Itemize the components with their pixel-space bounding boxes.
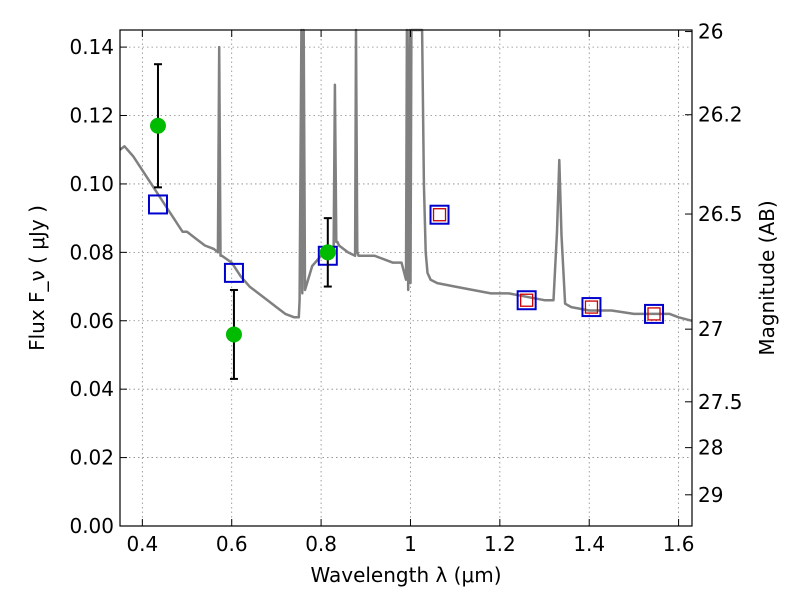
y-tick-label: 0.10 <box>69 172 114 196</box>
right-tick-label: 26.5 <box>698 202 743 226</box>
upper-band-square <box>584 300 599 314</box>
observed-point <box>149 117 166 134</box>
observed-point <box>319 244 336 261</box>
y-tick-label: 0.02 <box>69 446 114 470</box>
x-tick-label: 1.2 <box>484 532 516 556</box>
y-tick-label: 0.06 <box>69 309 114 333</box>
upper-band-square <box>432 208 447 222</box>
model-band-square <box>516 290 537 311</box>
y-tick-label: 0.14 <box>69 35 114 59</box>
model-band-square <box>581 297 602 318</box>
y-tick-label: 0.12 <box>69 104 114 128</box>
upper-band-square <box>520 293 534 307</box>
y-tick-label: 0.04 <box>69 377 114 401</box>
x-tick-label: 0.4 <box>126 532 158 556</box>
right-tick-label: 26.2 <box>698 103 743 127</box>
observed-point <box>225 326 242 343</box>
markers-layer <box>147 63 665 380</box>
model-band-square <box>147 194 168 215</box>
model-band-square <box>223 262 244 283</box>
ticks-layer <box>120 30 692 527</box>
right-tick-label: 27.5 <box>698 390 743 414</box>
right-tick-label: 28 <box>698 436 723 460</box>
x-axis-label: Wavelength λ (μm) <box>310 563 501 587</box>
labels-layer: 0.4 0.6 0.8 1 1.2 1.4 1.6 0.00 0.02 0.04 0.06 0.08 0… <box>69 20 742 556</box>
right-tick-label: 29 <box>698 483 723 507</box>
model-spectrum-line <box>119 28 693 323</box>
x-tick-label: 1.6 <box>663 532 695 556</box>
x-tick-label: 0.8 <box>305 532 337 556</box>
right-tick-label: 27 <box>698 317 723 341</box>
plot-frame <box>119 29 693 527</box>
x-tick-label: 1.4 <box>573 532 605 556</box>
y-axis-label: Flux F_ν ( μJy ) <box>25 205 49 351</box>
right-tick-label: 26 <box>698 20 723 44</box>
x-tick-label: 0.6 <box>216 532 248 556</box>
y-tick-label: 0.08 <box>69 240 114 264</box>
model-band-square <box>644 303 665 324</box>
model-band-square <box>429 204 450 225</box>
y-tick-label: 0.00 <box>69 514 114 538</box>
right-axis-label: Magnitude (AB) <box>755 200 779 355</box>
spectrum-layer <box>119 28 693 323</box>
x-tick-label: 1 <box>404 532 417 556</box>
upper-band-square <box>647 307 661 321</box>
